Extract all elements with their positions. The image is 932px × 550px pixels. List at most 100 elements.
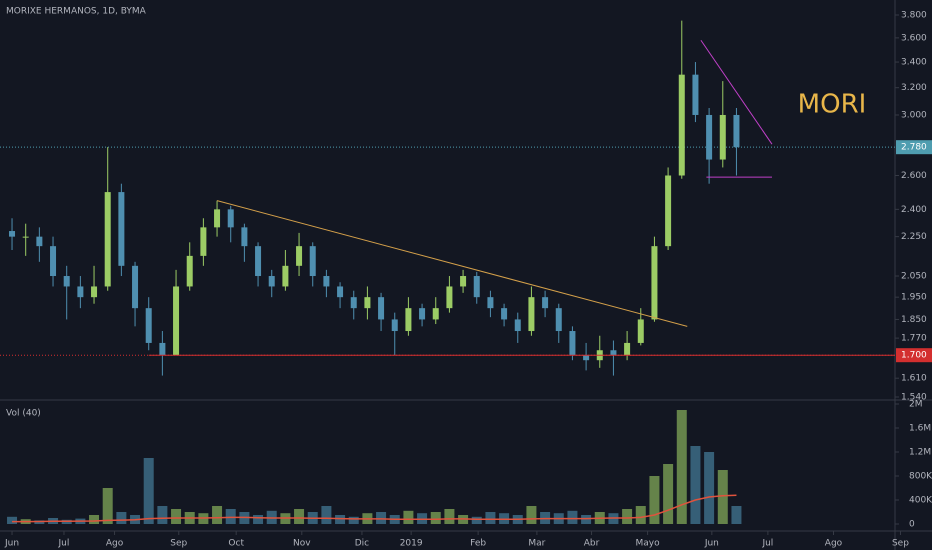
candle-body <box>296 246 303 266</box>
volume-bar <box>485 512 496 524</box>
x-tick-label: Jul <box>58 539 70 549</box>
volume-bar <box>253 515 264 524</box>
annotation: MORI <box>798 90 867 120</box>
price-label-box <box>896 348 932 363</box>
y-tick-label: 3.000 <box>901 110 927 120</box>
candle-body <box>91 286 98 298</box>
x-tick-label: Abr <box>584 539 600 549</box>
candle-body <box>651 246 658 320</box>
x-tick-label: Mar <box>528 539 545 549</box>
volume-bar <box>430 512 441 524</box>
volume-bar <box>717 470 728 524</box>
volume-bar <box>622 509 633 524</box>
candle-body <box>460 276 467 287</box>
candle-body <box>528 297 535 332</box>
candle-body <box>159 342 166 356</box>
volume-bar <box>294 509 305 524</box>
trend-line <box>216 200 688 327</box>
candle-body <box>77 286 84 298</box>
trend-line <box>700 39 773 145</box>
candle-body <box>337 286 344 298</box>
candle-body <box>501 308 508 320</box>
price-label: 2.780 <box>901 143 927 153</box>
candle-body <box>173 286 180 356</box>
candle-body <box>132 265 139 309</box>
x-tick-label: Sep <box>170 539 187 549</box>
candle-body <box>665 175 672 247</box>
volume-bar <box>143 458 154 524</box>
price-label-box <box>896 140 932 155</box>
volume-bar <box>335 515 346 524</box>
volume-ma-line <box>12 494 737 523</box>
x-tick-label: Jun <box>4 539 19 549</box>
candle-body <box>186 255 193 287</box>
candle-body <box>9 231 16 237</box>
candle-body <box>323 276 330 287</box>
y-tick-label: 3.800 <box>901 11 927 21</box>
candle-body <box>200 227 207 256</box>
candle-body <box>555 308 562 332</box>
volume-bar <box>471 516 482 524</box>
volume-bar <box>116 512 127 524</box>
candle-body <box>350 297 357 309</box>
x-tick-label: Ago <box>106 539 124 549</box>
candle-body <box>36 236 43 247</box>
candle-body <box>104 192 111 287</box>
volume-bar <box>690 446 701 524</box>
volume-bar <box>649 476 660 524</box>
price-label: 1.700 <box>901 351 927 361</box>
volume-bar <box>403 510 414 524</box>
y-tick-label: 1.540 <box>901 393 927 403</box>
x-tick-label: Ago <box>825 539 843 549</box>
candle-body <box>733 114 740 148</box>
candle-body <box>473 276 480 298</box>
volume-bar <box>89 515 100 524</box>
x-tick-label: Jun <box>704 539 719 549</box>
x-tick-label: Mayo <box>636 539 661 549</box>
candle-body <box>227 209 234 228</box>
volume-bar <box>157 506 168 524</box>
x-tick-label: 2019 <box>400 539 423 549</box>
candle-body <box>678 74 685 176</box>
y-tick-label: 1.950 <box>901 293 927 303</box>
candle-body <box>487 297 494 309</box>
volume-bar <box>676 410 687 524</box>
y-tick-label: 3.200 <box>901 83 927 93</box>
candle-body <box>637 319 644 343</box>
volume-bar <box>704 452 715 524</box>
candle-body <box>391 319 398 332</box>
y-tick-label: 3.400 <box>901 58 927 68</box>
y-tick-label: 2.400 <box>901 205 927 215</box>
volume-bar <box>567 510 578 524</box>
candle-body <box>309 246 316 277</box>
y-tick-label: 2.050 <box>901 272 927 282</box>
candle-body <box>268 276 275 287</box>
volume-tick-label: 800K <box>909 472 932 482</box>
candle-body <box>378 297 385 320</box>
candle-body <box>214 209 221 228</box>
candle-body <box>569 331 576 356</box>
candle-body <box>364 297 371 309</box>
volume-bar <box>7 516 18 524</box>
x-tick-label: Dic <box>355 539 369 549</box>
candle-body <box>692 74 699 115</box>
volume-bar <box>635 506 646 524</box>
volume-bar <box>212 506 223 524</box>
y-tick-label: 2.600 <box>901 171 927 181</box>
candle-body <box>282 265 289 287</box>
volume-bar <box>171 509 182 524</box>
x-tick-label: Sep <box>892 539 909 549</box>
volume-bar <box>225 509 236 524</box>
volume-tick-label: 0 <box>909 520 915 530</box>
x-tick-label: Nov <box>293 539 311 549</box>
candle-body <box>583 355 590 361</box>
candle-body <box>241 227 248 247</box>
y-tick-label: 1.770 <box>901 334 927 344</box>
candle-body <box>446 286 453 309</box>
volume-tick-label: 1.6M <box>909 424 931 434</box>
x-tick-label: Feb <box>470 539 486 549</box>
candle-body <box>432 308 439 320</box>
candle-body <box>419 308 426 320</box>
